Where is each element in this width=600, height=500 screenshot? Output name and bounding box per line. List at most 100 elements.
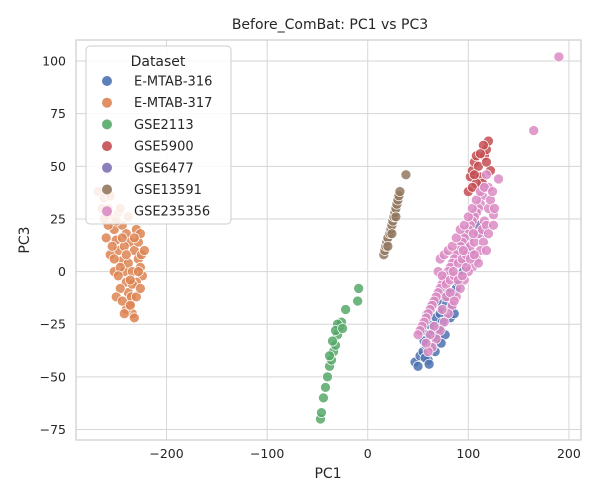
point-gse235356 [481, 245, 492, 256]
point-e-mtab-317 [128, 232, 140, 244]
point-gse13591 [400, 169, 412, 181]
chart-title: Before_ComBat: PC1 vs PC3 [232, 17, 428, 33]
point-gse2113 [320, 382, 331, 393]
point-gse235356 [420, 337, 432, 349]
legend-marker [102, 162, 112, 173]
legend-title: Dataset [131, 54, 186, 70]
point-gse13591 [382, 240, 394, 252]
point-gse13591 [390, 211, 402, 223]
point-gse2113 [327, 335, 338, 347]
legend-marker [102, 206, 112, 217]
series-gse5900 [462, 135, 496, 197]
x-tick-label: −100 [250, 446, 284, 461]
legend-label: GSE2113 [134, 118, 194, 133]
y-tick-label: 75 [50, 106, 66, 121]
point-gse2113 [324, 350, 335, 362]
legend-label: GSE13591 [134, 183, 202, 198]
legend-item-e-mtab-317: E-MTAB-317 [102, 96, 212, 111]
point-gse5900 [469, 169, 480, 181]
point-gse235356 [436, 304, 448, 315]
point-gse235356 [489, 203, 500, 214]
point-e-mtab-317 [135, 283, 146, 294]
point-gse2113 [340, 304, 351, 315]
legend-item-gse5900: GSE5900 [102, 140, 194, 155]
point-gse2113 [337, 323, 348, 334]
legend-item-gse235356: GSE235356 [102, 205, 210, 220]
x-tick-label: 100 [456, 446, 480, 461]
legend-box [85, 45, 232, 225]
point-gse235356 [448, 295, 460, 307]
point-gse2113 [318, 392, 329, 404]
legend-marker [102, 141, 112, 152]
series-gse2113 [315, 283, 365, 425]
legend-label: GSE6477 [134, 161, 194, 176]
legend-item-e-mtab-316: E-MTAB-316 [102, 75, 212, 90]
point-gse2113 [353, 283, 365, 294]
legend-item-gse2113: GSE2113 [102, 118, 194, 133]
point-e-mtab-317 [139, 245, 150, 256]
legend-item-gse6477: GSE6477 [102, 161, 194, 176]
point-e-mtab-317 [133, 266, 144, 277]
x-tick-label: 200 [557, 446, 581, 461]
point-e-mtab-317 [124, 299, 136, 311]
x-tick-label: −200 [149, 446, 183, 461]
legend-marker [102, 97, 112, 108]
legend-item-gse13591: GSE13591 [102, 183, 202, 198]
y-tick-labels: −75 −50 −25 0 25 50 75 100 [40, 54, 66, 437]
point-gse235356 [412, 329, 424, 341]
legend-items: E-MTAB-316 E-MTAB-317 GSE2113 GSE5900 GSE647… [102, 75, 212, 220]
legend-marker [102, 184, 112, 195]
point-gse235356 [553, 51, 565, 63]
point-gse5900 [481, 156, 492, 168]
point-gse235356 [487, 186, 498, 197]
point-gse2113 [352, 295, 364, 307]
y-tick-label: −75 [40, 422, 66, 437]
y-tick-label: −25 [40, 317, 66, 332]
point-e-mtab-317 [116, 232, 128, 244]
point-e-mtab-316 [423, 358, 435, 370]
point-e-mtab-317 [100, 232, 112, 244]
legend-marker [102, 119, 112, 130]
point-gse2113 [316, 407, 327, 418]
point-gse13591 [386, 228, 398, 240]
point-gse235356 [481, 169, 492, 181]
point-e-mtab-317 [128, 312, 140, 324]
point-gse13591 [394, 186, 406, 197]
point-e-mtab-317 [106, 240, 118, 252]
point-e-mtab-317 [120, 249, 132, 261]
legend-label: GSE235356 [134, 205, 210, 220]
point-e-mtab-317 [112, 270, 124, 282]
point-e-mtab-317 [124, 274, 136, 286]
x-axis-label: PC1 [314, 466, 341, 482]
y-tick-label: 50 [50, 159, 66, 174]
point-gse235356 [447, 266, 459, 277]
point-gse235356 [528, 125, 540, 136]
point-gse235356 [469, 249, 480, 261]
y-tick-label: −50 [40, 369, 66, 384]
legend-label: E-MTAB-317 [134, 96, 212, 111]
x-tick-label: 0 [364, 446, 372, 461]
point-gse5900 [475, 148, 486, 160]
point-e-mtab-316 [412, 360, 424, 372]
y-tick-label: 0 [58, 264, 66, 279]
legend-label: GSE5900 [134, 140, 194, 155]
y-tick-label: 25 [50, 211, 66, 226]
y-axis-label: PC3 [17, 226, 33, 253]
y-tick-label: 100 [42, 54, 66, 69]
point-gse2113 [322, 371, 333, 383]
point-gse235356 [468, 228, 479, 240]
point-gse235356 [483, 228, 494, 240]
plot-frame [75, 39, 582, 441]
legend-label: E-MTAB-316 [134, 75, 212, 90]
point-e-mtab-317 [108, 253, 120, 265]
legend-marker [102, 76, 112, 86]
x-tick-labels: −200 −100 0 100 200 [149, 446, 581, 461]
point-gse235356 [457, 245, 469, 256]
legend: Dataset E-MTAB-316 E-MTAB-317 GSE2113 GSE59… [85, 45, 232, 225]
series-gse235356 [412, 51, 565, 357]
point-e-mtab-317 [118, 308, 130, 320]
point-gse235356 [488, 219, 499, 231]
series-gse13591 [378, 169, 412, 261]
point-gse235356 [493, 173, 504, 185]
